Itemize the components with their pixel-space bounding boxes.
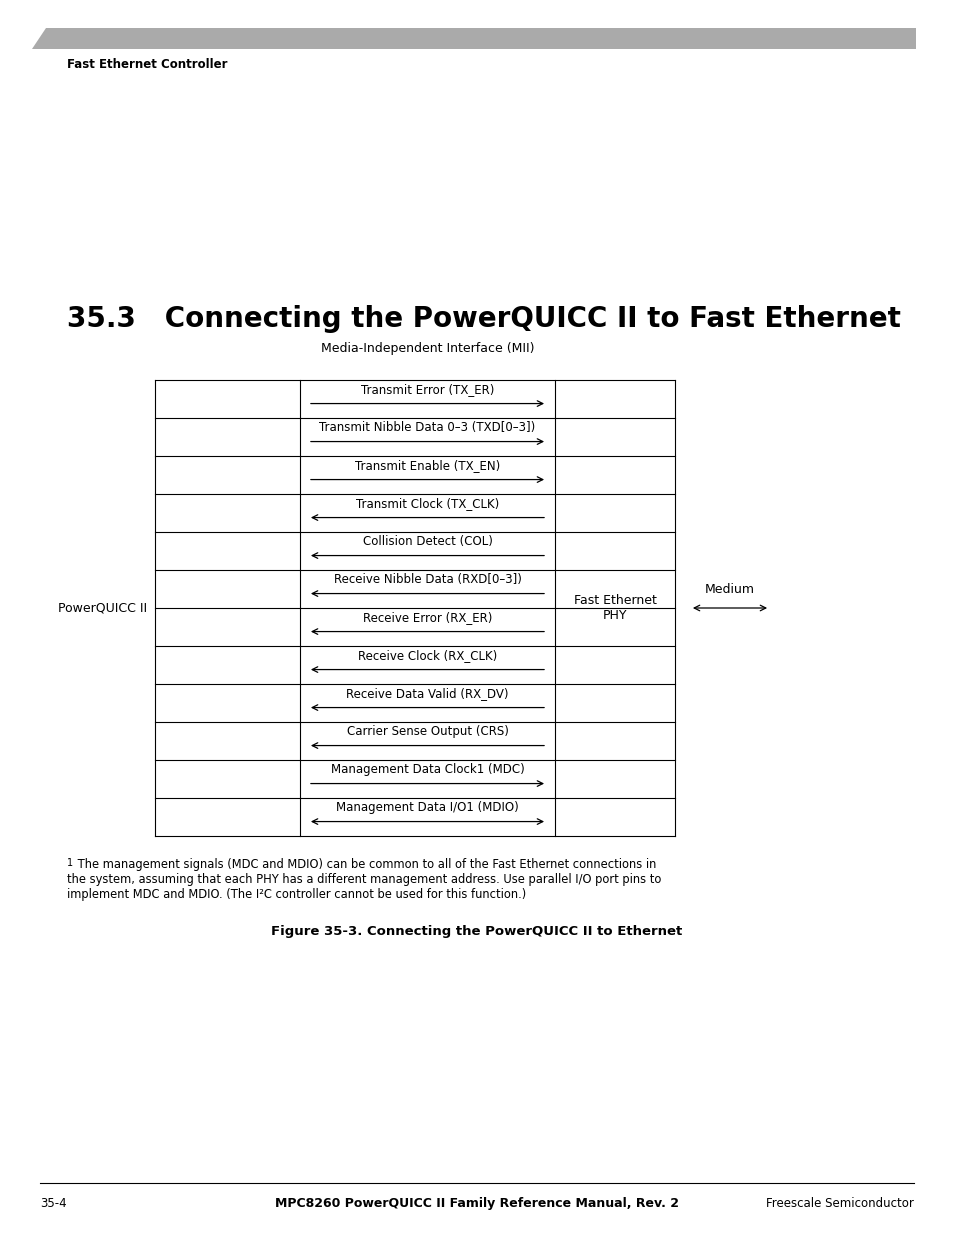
Text: the system, assuming that each PHY has a different management address. Use paral: the system, assuming that each PHY has a… [67, 873, 660, 885]
Text: Transmit Error (TX_ER): Transmit Error (TX_ER) [360, 383, 494, 396]
Text: Receive Data Valid (RX_DV): Receive Data Valid (RX_DV) [346, 687, 508, 700]
Text: Management Data I/O1 (MDIO): Management Data I/O1 (MDIO) [335, 802, 518, 814]
Text: 35.3   Connecting the PowerQUICC II to Fast Ethernet: 35.3 Connecting the PowerQUICC II to Fas… [67, 305, 900, 333]
Text: Receive Nibble Data (RXD[0–3]): Receive Nibble Data (RXD[0–3]) [334, 573, 521, 585]
Text: MPC8260 PowerQUICC II Family Reference Manual, Rev. 2: MPC8260 PowerQUICC II Family Reference M… [274, 1197, 679, 1210]
Text: The management signals (MDC and MDIO) can be common to all of the Fast Ethernet : The management signals (MDC and MDIO) ca… [74, 858, 656, 871]
Text: Carrier Sense Output (CRS): Carrier Sense Output (CRS) [346, 725, 508, 739]
Text: Freescale Semiconductor: Freescale Semiconductor [765, 1197, 913, 1210]
Text: implement MDC and MDIO. (The I²C controller cannot be used for this function.): implement MDC and MDIO. (The I²C control… [67, 888, 526, 902]
Text: Transmit Nibble Data 0–3 (TXD[0–3]): Transmit Nibble Data 0–3 (TXD[0–3]) [319, 421, 535, 433]
Text: Receive Clock (RX_CLK): Receive Clock (RX_CLK) [357, 650, 497, 662]
Text: Management Data Clock1 (MDC): Management Data Clock1 (MDC) [331, 763, 524, 776]
Text: Media-Independent Interface (MII): Media-Independent Interface (MII) [320, 342, 534, 354]
Text: Medium: Medium [704, 583, 754, 597]
Text: Collision Detect (COL): Collision Detect (COL) [362, 535, 492, 548]
Text: Figure 35-3. Connecting the PowerQUICC II to Ethernet: Figure 35-3. Connecting the PowerQUICC I… [271, 925, 682, 939]
Text: 1: 1 [67, 858, 73, 868]
Text: Fast Ethernet Controller: Fast Ethernet Controller [67, 58, 227, 70]
Text: Transmit Enable (TX_EN): Transmit Enable (TX_EN) [355, 459, 499, 472]
Text: Receive Error (RX_ER): Receive Error (RX_ER) [362, 611, 492, 624]
Text: PowerQUICC II: PowerQUICC II [58, 601, 147, 615]
Polygon shape [32, 28, 915, 49]
Text: 35-4: 35-4 [40, 1197, 67, 1210]
Text: Transmit Clock (TX_CLK): Transmit Clock (TX_CLK) [355, 496, 498, 510]
Text: Fast Ethernet
PHY: Fast Ethernet PHY [573, 594, 656, 622]
